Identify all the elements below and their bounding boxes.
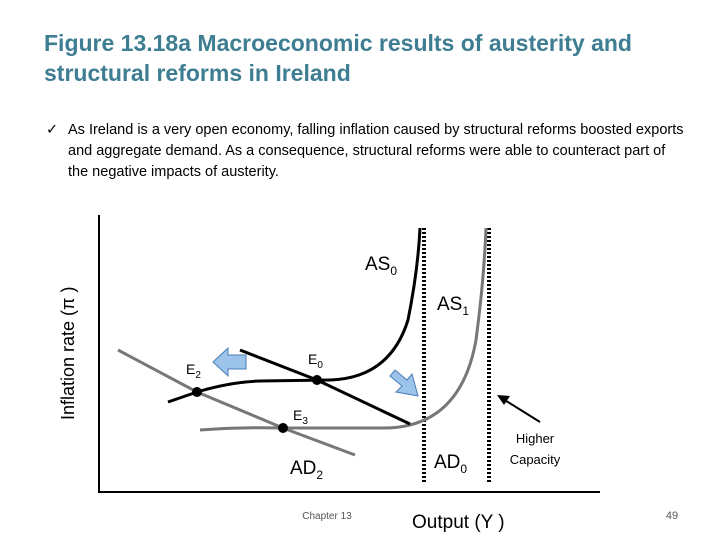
point-label: E0 — [308, 351, 323, 371]
bullet-text: As Ireland is a very open economy, falli… — [68, 122, 684, 180]
label-text: E — [186, 361, 195, 377]
bullet: ✓ As Ireland is a very open economy, fall… — [46, 120, 688, 183]
equilibrium-point — [312, 375, 322, 385]
y-axis-label: Inflation rate (π ) — [58, 287, 78, 420]
shift-arrow — [389, 369, 419, 397]
label-sub: 2 — [195, 370, 201, 381]
as1-curve — [199, 227, 488, 432]
label-text: AS — [365, 254, 390, 275]
ad2-curve — [117, 348, 356, 457]
point-label: E2 — [186, 361, 201, 381]
label-sub: 3 — [302, 416, 308, 427]
label-text: E — [308, 351, 317, 367]
annotation-box: Higher Capacity — [509, 431, 561, 467]
label-text: AD — [290, 458, 316, 479]
shift-arrow — [212, 346, 247, 378]
label-sub: 0 — [390, 264, 397, 278]
label-sub: 2 — [316, 468, 323, 482]
curve-label: AD0 — [434, 452, 467, 476]
label-text: AS — [437, 294, 462, 315]
equilibrium-point — [192, 387, 202, 397]
as0-curve — [167, 227, 422, 404]
pointer-arrow — [502, 398, 541, 423]
point-label: E3 — [293, 407, 308, 427]
page-number: 49 — [666, 510, 678, 522]
pointer-arrowhead — [497, 395, 510, 405]
x-axis-label: Output (Y ) — [412, 512, 505, 533]
equilibrium-point — [278, 423, 288, 433]
curve-label: AD2 — [290, 458, 323, 482]
label-sub: 0 — [317, 360, 323, 371]
label-text: E — [293, 407, 302, 423]
label-text: AD — [434, 452, 460, 473]
annotation: Higher Capacity — [509, 431, 561, 467]
label-sub: 0 — [460, 462, 467, 476]
check-icon: ✓ — [46, 122, 59, 138]
label-sub: 1 — [462, 304, 469, 318]
curve-label: AS1 — [437, 294, 469, 318]
title: Figure 13.18a Macroeconomic results of a… — [44, 30, 632, 86]
footer-chapter: Chapter 13 — [302, 511, 352, 522]
curve-label: AS0 — [365, 254, 397, 278]
